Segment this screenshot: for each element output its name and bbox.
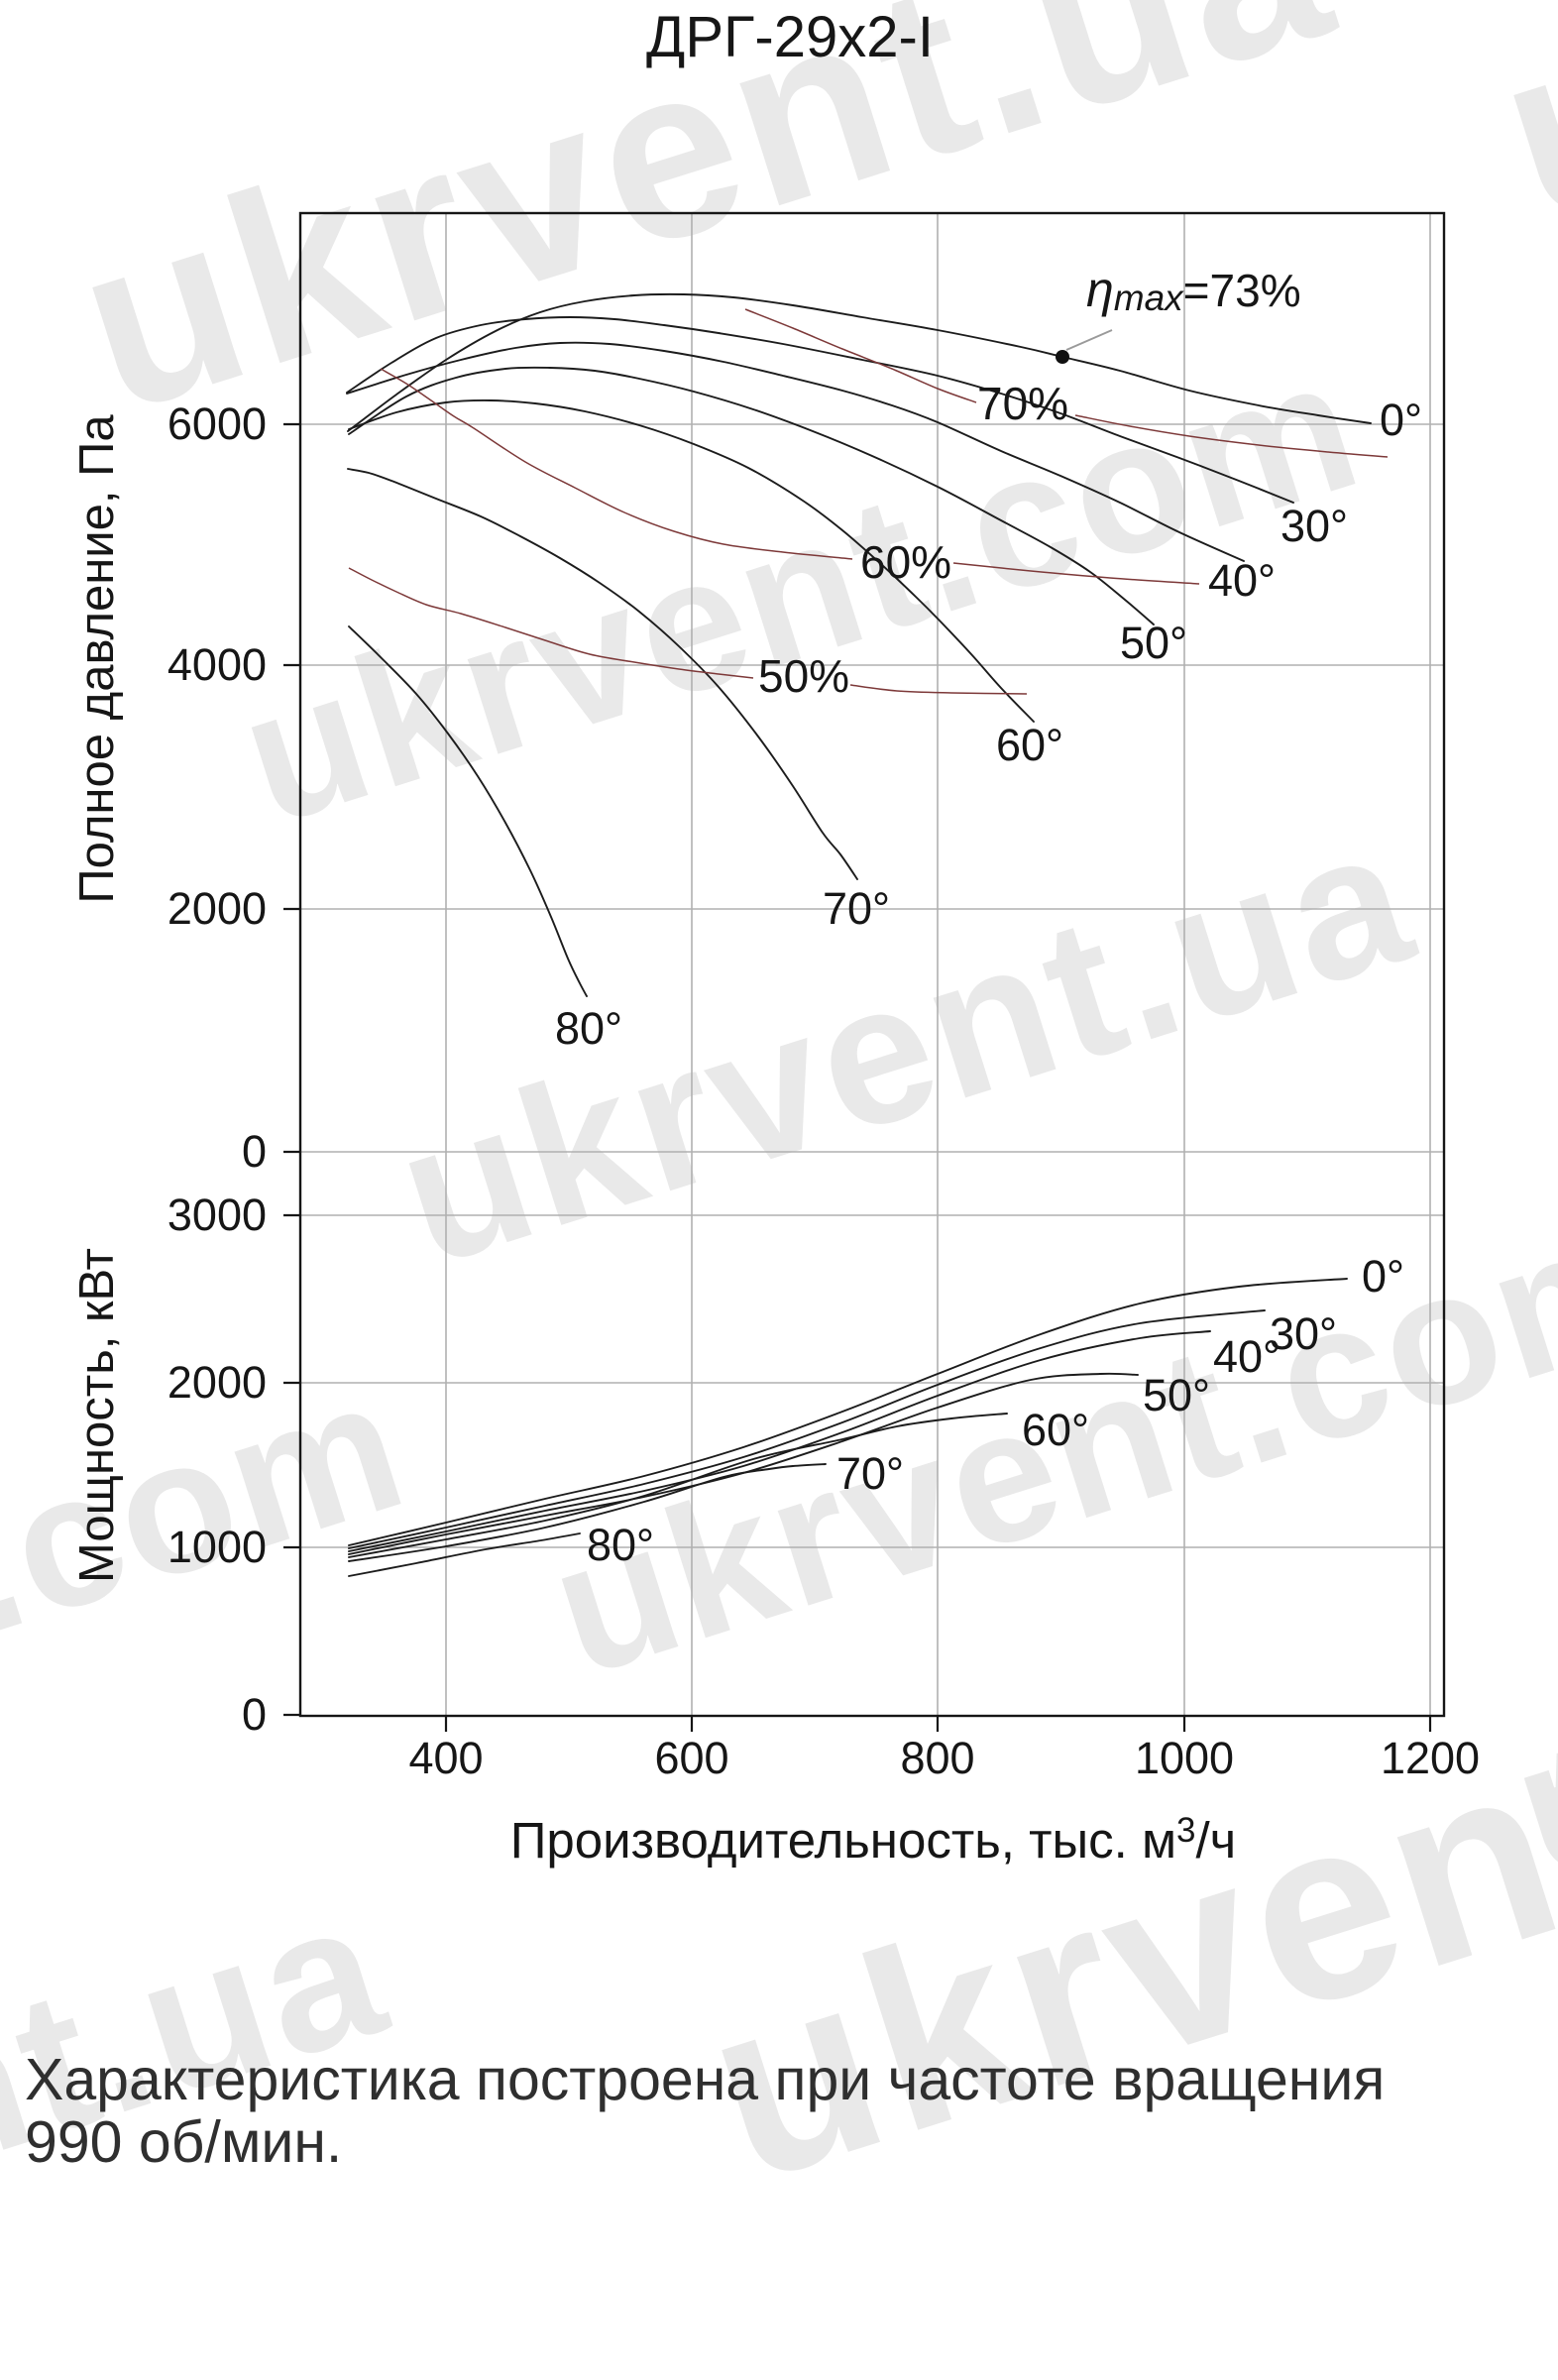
svg-text:0°: 0° <box>1362 1251 1404 1302</box>
svg-text:40°: 40° <box>1208 555 1276 606</box>
svg-text:60°: 60° <box>1022 1405 1089 1455</box>
svg-text:0°: 0° <box>1380 395 1422 445</box>
svg-text:6000: 6000 <box>167 398 267 449</box>
svg-text:60°: 60° <box>996 720 1063 770</box>
svg-text:70%: 70% <box>977 378 1068 429</box>
svg-text:50°: 50° <box>1143 1370 1210 1420</box>
svg-text:0: 0 <box>242 1126 267 1177</box>
svg-text:Мощность, кВт: Мощность, кВт <box>70 1248 124 1583</box>
svg-text:Производительность, тыс. м3/ч: Производительность, тыс. м3/ч <box>510 1811 1236 1869</box>
svg-text:1000: 1000 <box>167 1522 267 1572</box>
svg-text:30°: 30° <box>1280 501 1348 551</box>
svg-text:ДРГ-29х2-I: ДРГ-29х2-I <box>646 5 934 69</box>
svg-text:600: 600 <box>654 1733 728 1783</box>
svg-text:70°: 70° <box>823 883 890 934</box>
svg-text:3000: 3000 <box>167 1190 267 1240</box>
svg-text:30°: 30° <box>1270 1308 1337 1359</box>
svg-text:50°: 50° <box>1120 618 1187 668</box>
svg-text:800: 800 <box>900 1733 974 1783</box>
svg-text:80°: 80° <box>555 1003 622 1054</box>
svg-text:1200: 1200 <box>1381 1733 1480 1783</box>
svg-text:0: 0 <box>242 1689 267 1740</box>
svg-text:70°: 70° <box>836 1448 904 1499</box>
svg-text:2000: 2000 <box>167 1357 267 1408</box>
svg-text:50%: 50% <box>758 650 849 702</box>
svg-text:Характеристика построена при ч: Характеристика построена при частоте вра… <box>25 2047 1385 2112</box>
svg-text:990 об/мин.: 990 об/мин. <box>25 2109 342 2174</box>
svg-text:400: 400 <box>408 1733 483 1783</box>
svg-text:40°: 40° <box>1213 1331 1280 1382</box>
svg-text:2000: 2000 <box>167 883 267 934</box>
svg-text:60%: 60% <box>860 536 951 588</box>
svg-text:1000: 1000 <box>1135 1733 1234 1783</box>
svg-text:ηmax=73%: ηmax=73% <box>1086 262 1301 318</box>
svg-text:80°: 80° <box>587 1520 654 1570</box>
svg-text:4000: 4000 <box>167 639 267 690</box>
svg-text:Полное давление, Па: Полное давление, Па <box>70 414 124 904</box>
